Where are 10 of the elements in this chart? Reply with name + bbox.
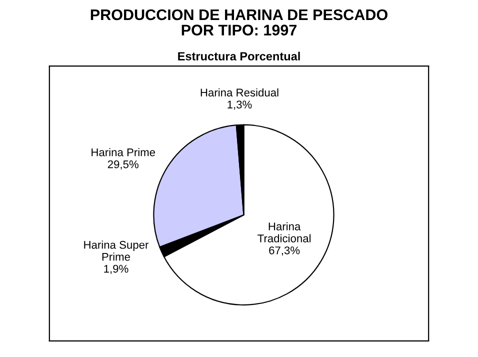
slice-label: Harina Tradicional — [258, 222, 311, 242]
data-label: 1,9% — [104, 264, 128, 274]
chart-subtitle: Estructura Porcentual — [178, 52, 300, 60]
slice-label: Harina Super Prime — [84, 240, 149, 261]
slice-label: Harina Prime — [92, 148, 156, 156]
data-label: 67,3% — [269, 246, 300, 256]
chart-title: PRODUCCION DE HARINA DE PESCADO POR TIPO: 1997 — [90, 9, 388, 36]
data-label: 29,5% — [108, 160, 138, 170]
slice-label: Harina Residual — [200, 88, 278, 97]
data-label: 1,3% — [228, 100, 252, 110]
